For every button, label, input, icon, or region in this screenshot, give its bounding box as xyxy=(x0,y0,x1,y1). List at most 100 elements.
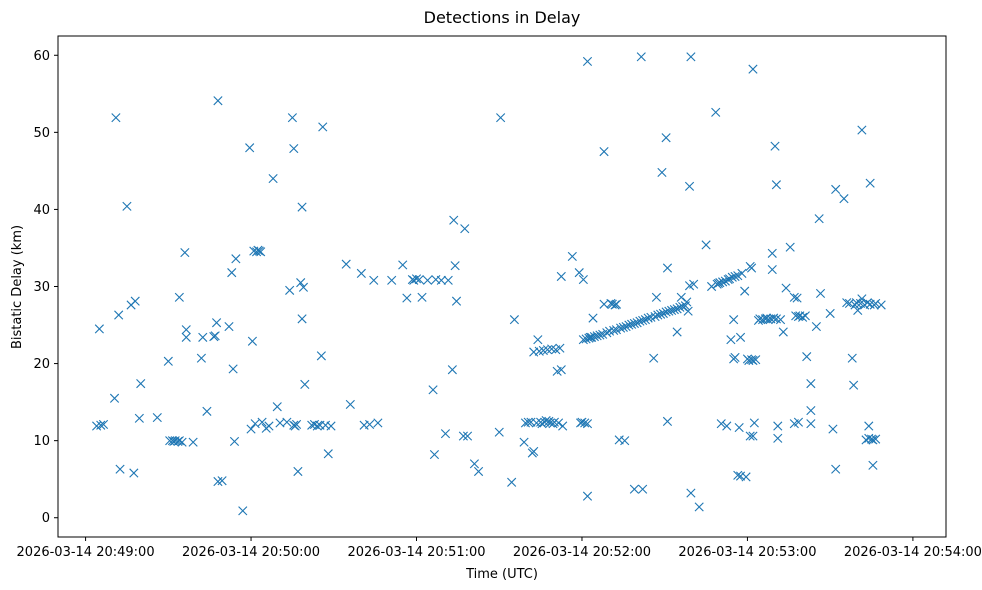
data-point xyxy=(111,113,121,123)
data-point xyxy=(469,459,480,469)
data-point xyxy=(669,305,679,315)
data-point xyxy=(519,437,529,447)
data-point xyxy=(293,466,303,477)
data-point xyxy=(791,311,801,321)
data-point xyxy=(285,285,295,295)
data-point xyxy=(231,254,241,264)
data-point xyxy=(806,379,816,389)
data-point xyxy=(556,271,566,282)
data-point xyxy=(587,332,597,342)
x-tick-label: 2026-03-14 20:49:00 xyxy=(17,545,155,560)
data-point xyxy=(694,502,704,512)
data-point xyxy=(815,288,826,299)
data-point xyxy=(247,336,258,346)
data-point xyxy=(793,417,804,427)
data-point xyxy=(298,282,309,292)
data-point xyxy=(733,271,743,281)
data-point xyxy=(651,292,662,302)
y-tick-label: 20 xyxy=(33,357,50,372)
data-point xyxy=(282,417,292,427)
data-point xyxy=(857,294,867,304)
data-point xyxy=(672,304,682,314)
data-point xyxy=(800,311,810,321)
data-point xyxy=(640,315,650,325)
data-point xyxy=(174,292,184,302)
y-axis-ticks: 0 10 20 30 40 50 60 xyxy=(33,49,58,526)
data-point xyxy=(414,274,424,285)
data-point xyxy=(650,311,660,322)
data-point xyxy=(664,306,674,316)
data-point xyxy=(170,436,180,446)
data-point xyxy=(213,96,223,106)
data-point xyxy=(865,178,875,188)
data-point xyxy=(831,464,841,474)
data-point xyxy=(620,436,630,446)
data-point xyxy=(629,484,639,494)
data-point xyxy=(599,147,609,157)
data-point xyxy=(638,315,648,326)
data-point xyxy=(202,406,212,416)
data-point xyxy=(323,449,333,459)
data-point xyxy=(473,466,484,477)
data-point xyxy=(181,332,191,342)
data-point xyxy=(398,260,408,270)
data-point xyxy=(662,416,673,426)
data-point xyxy=(582,419,593,429)
data-point xyxy=(735,332,746,342)
data-point xyxy=(122,201,132,211)
data-point xyxy=(621,321,631,332)
data-point xyxy=(428,385,438,395)
data-point xyxy=(494,427,504,437)
data-point xyxy=(778,327,788,337)
y-tick-label: 60 xyxy=(33,49,50,64)
data-point xyxy=(849,380,859,390)
data-point xyxy=(541,416,551,426)
data-point xyxy=(682,297,692,307)
data-point xyxy=(868,460,878,470)
data-point xyxy=(686,488,696,498)
data-point xyxy=(114,310,124,320)
data-point xyxy=(529,446,539,457)
data-point xyxy=(667,305,677,315)
data-point xyxy=(675,302,685,312)
data-point xyxy=(449,215,459,225)
data-point xyxy=(789,292,799,302)
data-point xyxy=(436,275,446,285)
data-point xyxy=(462,431,473,441)
data-point xyxy=(607,299,617,309)
data-point xyxy=(635,316,645,326)
data-point xyxy=(729,315,739,325)
x-tick-label: 2026-03-14 20:51:00 xyxy=(347,545,485,560)
data-point xyxy=(312,421,322,431)
data-point xyxy=(825,308,835,319)
data-point xyxy=(748,64,758,74)
data-point xyxy=(746,263,757,273)
data-point xyxy=(741,472,751,482)
data-point xyxy=(523,417,533,427)
data-point xyxy=(638,484,648,494)
data-point xyxy=(578,335,588,345)
data-point xyxy=(163,356,173,366)
data-point xyxy=(745,431,755,441)
data-point xyxy=(618,322,628,332)
data-point xyxy=(582,56,593,67)
data-point xyxy=(806,406,816,416)
data-point xyxy=(792,293,802,303)
data-point xyxy=(595,330,605,340)
data-point xyxy=(402,293,412,303)
data-point xyxy=(211,318,222,328)
data-point xyxy=(811,321,821,332)
data-point xyxy=(726,335,736,345)
data-point xyxy=(871,298,881,309)
data-point xyxy=(553,418,564,428)
data-point xyxy=(649,353,659,363)
data-point xyxy=(672,327,682,337)
data-point xyxy=(737,268,747,278)
data-point xyxy=(781,283,791,293)
data-point xyxy=(767,248,777,258)
data-point xyxy=(227,268,237,278)
data-point xyxy=(857,125,867,135)
data-point xyxy=(450,261,460,271)
data-point xyxy=(715,278,725,288)
data-point xyxy=(627,319,637,329)
